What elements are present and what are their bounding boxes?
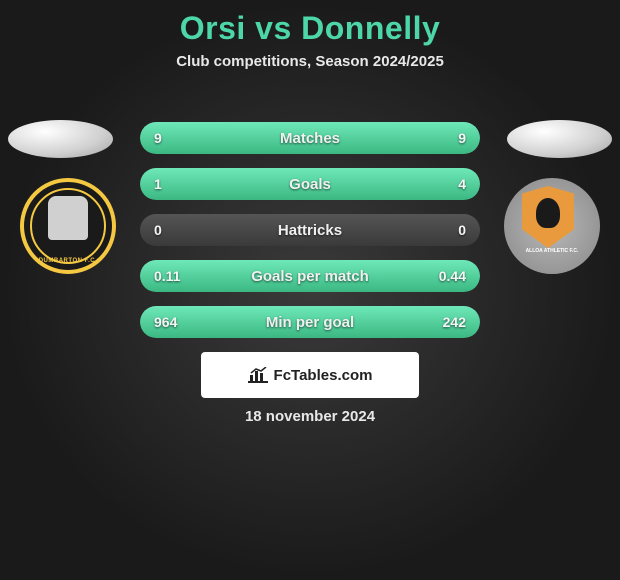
club-badge-left-text: DUMBARTON F.C.: [24, 258, 112, 264]
stat-label: Min per goal: [140, 306, 480, 338]
stat-row: 0.11 Goals per match 0.44: [140, 260, 480, 292]
stat-label: Hattricks: [140, 214, 480, 246]
stat-row: 1 Goals 4: [140, 168, 480, 200]
stat-value-right: 4: [458, 168, 466, 200]
page-title: Orsi vs Donnelly: [0, 0, 620, 47]
stat-label: Matches: [140, 122, 480, 154]
player-silhouette-right: [507, 120, 612, 158]
stat-value-right: 0.44: [439, 260, 466, 292]
stat-value-right: 242: [443, 306, 466, 338]
club-badge-right-text: ALLOA ATHLETIC F.C.: [504, 248, 600, 254]
stat-label: Goals per match: [140, 260, 480, 292]
stat-row: 964 Min per goal 242: [140, 306, 480, 338]
stat-label: Goals: [140, 168, 480, 200]
club-badge-right: ALLOA ATHLETIC F.C.: [504, 178, 600, 274]
date-label: 18 november 2024: [0, 408, 620, 425]
stat-value-right: 0: [458, 214, 466, 246]
stats-container: 9 Matches 9 1 Goals 4 0 Hattricks 0 0.11…: [140, 122, 480, 352]
attribution-text: FcTables.com: [274, 367, 373, 384]
page-subtitle: Club competitions, Season 2024/2025: [0, 53, 620, 70]
club-badge-left: DUMBARTON F.C.: [20, 178, 116, 274]
player-silhouette-left: [8, 120, 113, 158]
barchart-icon: [248, 367, 268, 383]
stat-row: 9 Matches 9: [140, 122, 480, 154]
attribution-link[interactable]: FcTables.com: [201, 352, 419, 398]
stat-row: 0 Hattricks 0: [140, 214, 480, 246]
stat-value-right: 9: [458, 122, 466, 154]
